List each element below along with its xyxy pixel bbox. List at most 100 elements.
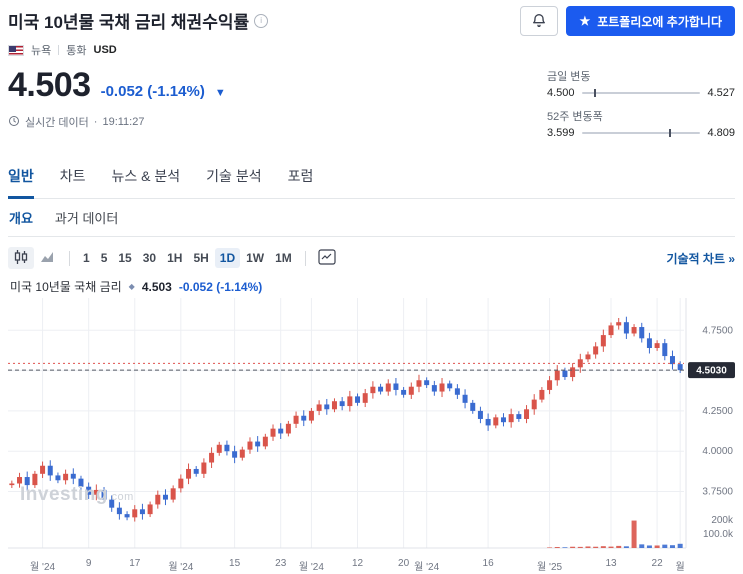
x-axis-label: 월 bbox=[675, 562, 685, 573]
interval-1w[interactable]: 1W bbox=[241, 248, 269, 268]
chart-type-candlestick-button[interactable] bbox=[8, 247, 34, 269]
chart-area: 4.7500 4.2500 4.0000 3.7500 200k 100.0k 4.5030… bbox=[8, 298, 735, 574]
tab-general[interactable]: 일반 bbox=[8, 162, 34, 199]
x-axis: 월 '24 9 17 월 '24 15 23 월 '24 12 20 월 '24 16 월 '25 13… bbox=[8, 556, 735, 574]
x-axis-label: 월 '24 bbox=[298, 562, 324, 573]
exchange-label: 뉴욕 bbox=[31, 45, 52, 57]
quote-time: 19:11:27 bbox=[102, 116, 145, 128]
candlestick-icon bbox=[13, 249, 29, 268]
currency-value: USD bbox=[93, 44, 117, 56]
add-to-portfolio-label: 포트폴리오에 추가합니다 bbox=[597, 14, 722, 29]
area-chart-icon bbox=[40, 249, 56, 268]
status-line: 실시간 데이터 · 19:11:27 bbox=[8, 114, 226, 130]
price-chart[interactable]: 4.7500 4.2500 4.0000 3.7500 200k 100.0k 4.5030 bbox=[8, 298, 735, 550]
x-axis-label: 23 bbox=[275, 558, 287, 569]
x-axis-label: 월 '24 bbox=[414, 562, 440, 573]
topbar: 미국 10년물 국채 금리 채권수익률 i ★ 포트폴리오에 추가합니다 bbox=[8, 6, 735, 36]
bell-icon bbox=[531, 12, 547, 31]
technical-chart-link[interactable]: 기술적 차트 » bbox=[666, 251, 735, 266]
x-axis-label: 월 '24 bbox=[168, 562, 194, 573]
chart-price-change: -0.052 (-1.14%) bbox=[178, 279, 263, 294]
last-price: 4.503 bbox=[8, 66, 91, 104]
create-alert-button[interactable] bbox=[520, 6, 559, 36]
chart-toolbar: 1 5 15 30 1H 5H 1D 1W 1M 기술적 차트 » bbox=[8, 247, 735, 269]
x-axis-label: 13 bbox=[605, 558, 617, 569]
main-tabs: 일반 차트 뉴스 & 분석 기술 분석 포럼 bbox=[8, 162, 735, 199]
daily-range-label: 금일 변동 bbox=[547, 71, 591, 83]
weekly-range-row: 3.599 4.809 bbox=[547, 127, 735, 139]
status-separator: · bbox=[93, 116, 98, 128]
last-price-badge bbox=[688, 362, 735, 379]
subtab-overview[interactable]: 개요 bbox=[9, 211, 33, 226]
x-axis-label: 15 bbox=[229, 558, 241, 569]
instrument-meta: 뉴욕 통화 USD bbox=[8, 42, 735, 58]
daily-range-marker bbox=[593, 89, 596, 97]
tab-technical[interactable]: 기술 분석 bbox=[206, 168, 262, 184]
tab-chart[interactable]: 차트 bbox=[59, 168, 86, 184]
title-wrap: 미국 10년물 국채 금리 채권수익률 i bbox=[8, 6, 269, 33]
tab-forum[interactable]: 포럼 bbox=[287, 168, 314, 184]
last-price-badge-label: 4.5030 bbox=[696, 366, 727, 377]
info-icon[interactable]: i bbox=[254, 14, 269, 28]
star-icon: ★ bbox=[579, 14, 591, 28]
quote-left: 4.503 -0.052 (-1.14%) ▼ 실시간 데이터 · 19:11:… bbox=[8, 66, 226, 148]
candles-layer bbox=[9, 316, 683, 522]
interval-5[interactable]: 5 bbox=[96, 248, 113, 268]
x-axis-label: 월 '25 bbox=[537, 562, 563, 573]
y-axis-label: 4.0000 bbox=[702, 446, 733, 457]
subtab-historical-data[interactable]: 과거 데이터 bbox=[54, 211, 119, 226]
currency-label: 통화 bbox=[66, 45, 87, 57]
quote-section: 4.503 -0.052 (-1.14%) ▼ 실시간 데이터 · 19:11:… bbox=[8, 66, 735, 148]
interval-5h[interactable]: 5H bbox=[188, 248, 213, 268]
x-axis-label: 12 bbox=[351, 558, 364, 569]
clock-icon bbox=[8, 115, 20, 130]
price-change: -0.052 (-1.14%) bbox=[100, 83, 205, 100]
diamond-icon: ◆ bbox=[128, 282, 135, 291]
tab-news-analysis[interactable]: 뉴스 & 분석 bbox=[111, 168, 181, 184]
y-axis: 4.7500 4.2500 4.0000 3.7500 200k 100.0k bbox=[702, 325, 734, 540]
weekly-range-track bbox=[581, 129, 701, 137]
y-axis-label: 3.7500 bbox=[702, 487, 733, 498]
x-axis-label: 22 bbox=[651, 558, 663, 569]
x-axis-label: 월 '24 bbox=[30, 562, 56, 573]
x-axis-label: 20 bbox=[398, 558, 410, 569]
gridlines-layer bbox=[8, 298, 687, 549]
x-axis-label: 9 bbox=[85, 558, 92, 569]
interval-1m[interactable]: 1M bbox=[270, 248, 297, 268]
weekly-high: 4.809 bbox=[707, 127, 735, 139]
divider bbox=[304, 250, 306, 266]
price-line: 4.503 -0.052 (-1.14%) ▼ bbox=[8, 66, 226, 105]
x-axis-label: 17 bbox=[129, 558, 141, 569]
chart-last-price: 4.503 bbox=[141, 279, 172, 294]
y-axis-label: 4.7500 bbox=[702, 325, 733, 336]
realtime-label: 실시간 데이터 bbox=[25, 117, 89, 129]
interval-1d[interactable]: 1D bbox=[214, 248, 241, 268]
volume-axis-label: 200k bbox=[711, 515, 734, 526]
chart-instrument-name: 미국 10년물 국채 금리 bbox=[10, 280, 122, 294]
divider bbox=[58, 45, 60, 55]
weekly-range-label: 52주 변동폭 bbox=[547, 111, 603, 123]
daily-high: 4.527 bbox=[707, 87, 735, 99]
volume-layer bbox=[547, 520, 683, 548]
add-to-portfolio-button[interactable]: ★ 포트폴리오에 추가합니다 bbox=[566, 6, 735, 36]
daily-low: 4.500 bbox=[547, 87, 575, 99]
page-title: 미국 10년물 국채 금리 채권수익률 bbox=[8, 13, 250, 32]
top-actions: ★ 포트폴리오에 추가합니다 bbox=[520, 6, 735, 36]
interval-15[interactable]: 15 bbox=[113, 248, 136, 268]
down-triangle-icon: ▼ bbox=[214, 87, 226, 99]
interval-1h[interactable]: 1H bbox=[162, 248, 187, 268]
volume-axis-label: 100.0k bbox=[703, 529, 734, 540]
indicators-button[interactable] bbox=[314, 247, 340, 269]
interval-30[interactable]: 30 bbox=[138, 248, 161, 268]
interval-1[interactable]: 1 bbox=[78, 248, 95, 268]
x-axis-label: 16 bbox=[482, 558, 494, 569]
chart-type-area-button[interactable] bbox=[35, 247, 61, 269]
weekly-low: 3.599 bbox=[547, 127, 575, 139]
us-flag-icon bbox=[8, 44, 24, 56]
weekly-range-marker bbox=[669, 129, 672, 137]
chart-legend: 미국 10년물 국채 금리 ◆ 4.503 -0.052 (-1.14%) bbox=[8, 278, 735, 295]
daily-range-row: 4.500 4.527 bbox=[547, 87, 735, 99]
sub-tabs: 개요 과거 데이터 bbox=[8, 199, 735, 237]
ranges-panel: 금일 변동 4.500 4.527 52주 변동폭 3.599 4.809 bbox=[547, 66, 735, 148]
